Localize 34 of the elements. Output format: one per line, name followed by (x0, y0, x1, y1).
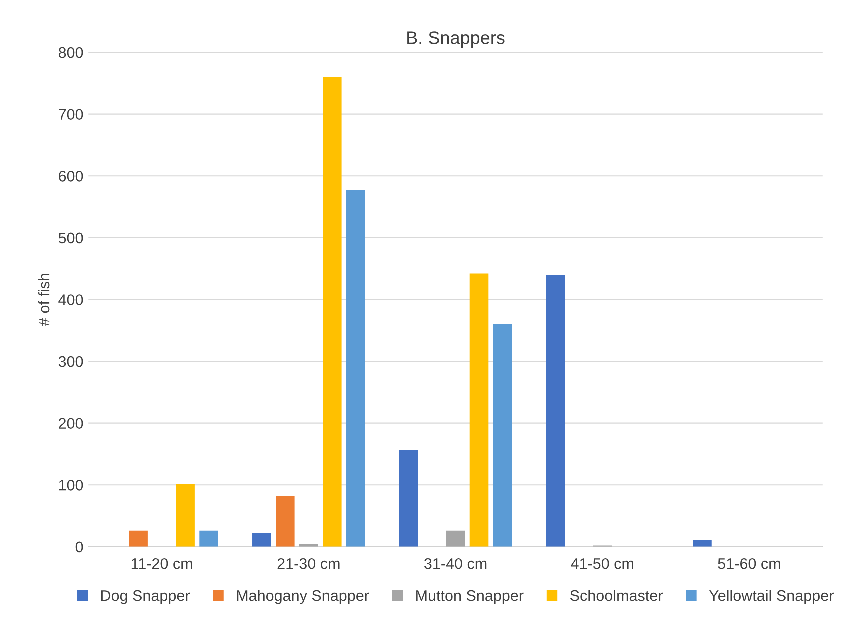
y-tick-label: 600 (59, 171, 84, 182)
bar (129, 530, 148, 547)
legend-label: Schoolmaster (570, 590, 663, 602)
bar (200, 530, 218, 547)
bar (252, 533, 272, 547)
y-tick-label: 300 (58, 356, 84, 368)
y-tick-label: 700 (59, 109, 84, 120)
y-tick-label: 800 (58, 47, 84, 58)
bar (493, 324, 512, 547)
legend-label: Mutton Snapper (416, 590, 524, 604)
bar (470, 274, 489, 547)
chart-title: B. Snappers (408, 32, 505, 48)
bar (546, 275, 566, 547)
bar (176, 484, 195, 547)
bar (276, 496, 295, 547)
legend-label: Mahogany Snapper (237, 590, 370, 604)
bar (446, 530, 466, 547)
x-tick-label: 51-60 cm (718, 558, 780, 570)
bar (323, 77, 342, 547)
x-tick-label: 31-40 cm (424, 558, 487, 570)
y-tick-label: 200 (59, 418, 84, 430)
legend-label: Dog Snapper (102, 590, 190, 604)
bar (693, 540, 712, 547)
x-tick-label: 41-50 cm (571, 558, 634, 570)
legend-label: Yellowtail Snapper (709, 590, 834, 604)
bar (346, 190, 366, 547)
y-tick-label: 100 (59, 480, 84, 491)
bar (399, 450, 418, 547)
y-tick-label: 0 (76, 542, 84, 553)
y-axis-title: # of fish (38, 274, 50, 326)
y-tick-label: 500 (58, 232, 84, 244)
y-tick-label: 400 (58, 294, 84, 306)
x-tick-label: 21-30 cm (278, 558, 340, 570)
x-tick-label: 11-20 cm (132, 558, 192, 570)
